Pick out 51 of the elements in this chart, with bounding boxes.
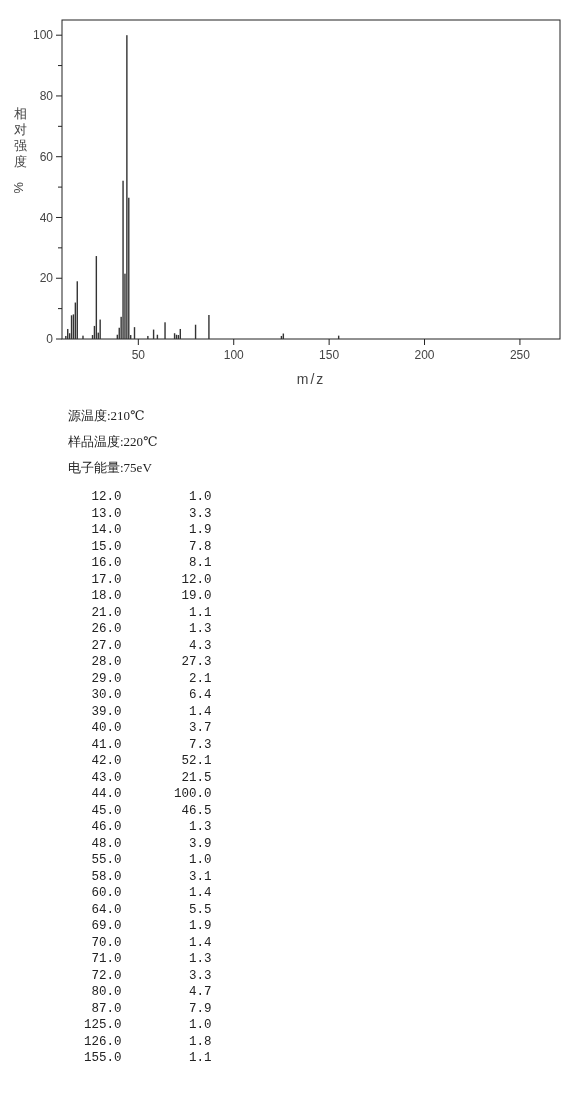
text: 39.0 1.4 — [84, 704, 212, 719]
text: 126.0 1.8 — [84, 1034, 212, 1049]
y-tick-label: 60 — [39, 149, 54, 164]
text: 72.0 3.3 — [84, 968, 212, 983]
x-axis-title: m/z — [296, 371, 326, 387]
text: 样品温度:220℃ — [68, 434, 158, 449]
text: 12.0 1.0 — [84, 490, 212, 504]
text: 87.0 7.9 — [84, 1001, 212, 1016]
text: 60.0 1.4 — [84, 886, 212, 900]
text: 28.0 27.3 — [84, 655, 212, 669]
x-tick-label: 50 — [131, 348, 146, 362]
x-tick-label: 100 — [223, 348, 245, 362]
text: 14.0 1.9 — [84, 523, 212, 537]
text: 18.0 19.0 — [84, 589, 212, 603]
x-tick-label: 250 — [509, 348, 531, 362]
text: 21.0 1.1 — [84, 605, 212, 620]
text: 电子能量:75eV — [68, 460, 153, 475]
y-tick-label: 40 — [39, 210, 54, 225]
text: 源温度:210℃ — [68, 408, 145, 423]
text: 44.0 100.0 — [84, 787, 212, 801]
text: 17.0 12.0 — [84, 572, 212, 587]
text: 26.0 1.3 — [84, 622, 212, 636]
y-tick-label: 80 — [39, 89, 54, 104]
text: 58.0 3.1 — [84, 869, 212, 884]
text: 64.0 5.5 — [84, 902, 212, 917]
x-tick-label: 150 — [319, 348, 340, 362]
text: 29.0 2.1 — [84, 671, 212, 686]
x-tick-label: 200 — [414, 348, 435, 362]
text: 13.0 3.3 — [84, 506, 212, 521]
text: 55.0 1.0 — [84, 853, 212, 867]
text: 27.0 4.3 — [84, 638, 212, 653]
text: 40.0 3.7 — [84, 721, 212, 735]
text: 15.0 7.8 — [84, 539, 212, 554]
text: 70.0 1.4 — [84, 935, 212, 950]
text: 45.0 46.5 — [84, 803, 212, 818]
y-tick-label: 100 — [32, 28, 54, 43]
text: 41.0 7.3 — [84, 737, 212, 752]
text: 30.0 6.4 — [84, 688, 212, 702]
y-tick-label: 20 — [39, 271, 54, 286]
text: 48.0 3.9 — [84, 836, 212, 851]
text: 155.0 1.1 — [84, 1051, 212, 1065]
text: 69.0 1.9 — [84, 919, 212, 933]
text: 125.0 1.0 — [84, 1018, 212, 1032]
text: 43.0 21.5 — [84, 770, 212, 785]
text: 46.0 1.3 — [84, 820, 212, 834]
y-tick-label: 0 — [46, 332, 54, 347]
text: 16.0 8.1 — [84, 556, 212, 570]
text: 42.0 52.1 — [84, 754, 212, 768]
y-axis-title: 相对强度% — [11, 106, 27, 194]
text: 71.0 1.3 — [84, 952, 212, 966]
text: 80.0 4.7 — [84, 985, 212, 999]
